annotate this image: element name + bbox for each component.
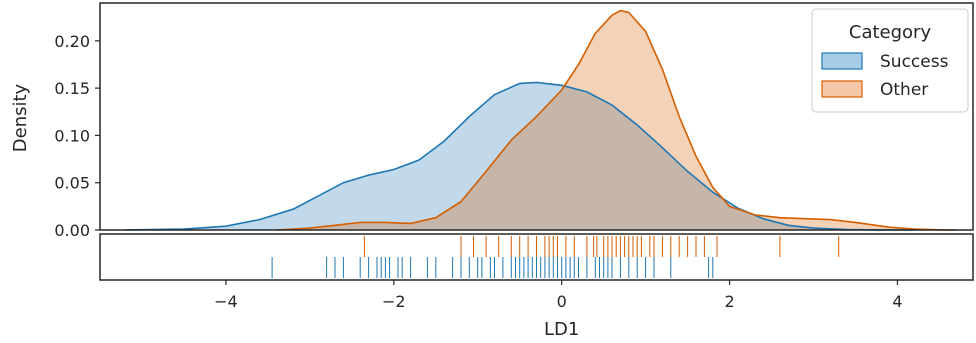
legend: Category Success Other <box>811 8 969 113</box>
y-axis-ticks: 0.00 0.05 0.10 0.15 0.20 <box>54 32 100 240</box>
y-tick-label: 0.05 <box>54 174 90 193</box>
y-tick-label: 0.20 <box>54 32 90 51</box>
density-area-other <box>276 10 957 230</box>
rug-panel-frame <box>99 233 974 281</box>
density-line-success <box>125 81 915 231</box>
rug-panel <box>99 233 974 281</box>
x-tick-label: 0 <box>557 292 567 311</box>
x-tick-label: −4 <box>214 292 238 311</box>
legend-label-other: Other <box>880 80 928 100</box>
legend-swatch-other <box>821 80 863 98</box>
density-line-other <box>276 9 957 231</box>
x-axis-ticks: −4 −2 0 2 4 <box>214 280 903 311</box>
y-tick-label: 0.00 <box>54 221 90 240</box>
legend-swatch-success <box>821 52 863 70</box>
x-tick-label: −2 <box>382 292 406 311</box>
legend-title: Category <box>849 22 932 43</box>
legend-label-success: Success <box>880 52 949 72</box>
density-area-success <box>125 82 915 231</box>
y-axis-title: Density <box>10 83 31 152</box>
x-tick-label: 4 <box>892 292 902 311</box>
density-panel-frame <box>99 2 974 231</box>
y-tick-label: 0.15 <box>54 79 90 98</box>
x-axis-title: LD1 <box>544 319 579 340</box>
density-panel <box>99 2 974 231</box>
x-tick-label: 2 <box>724 292 734 311</box>
y-tick-label: 0.10 <box>54 126 90 145</box>
